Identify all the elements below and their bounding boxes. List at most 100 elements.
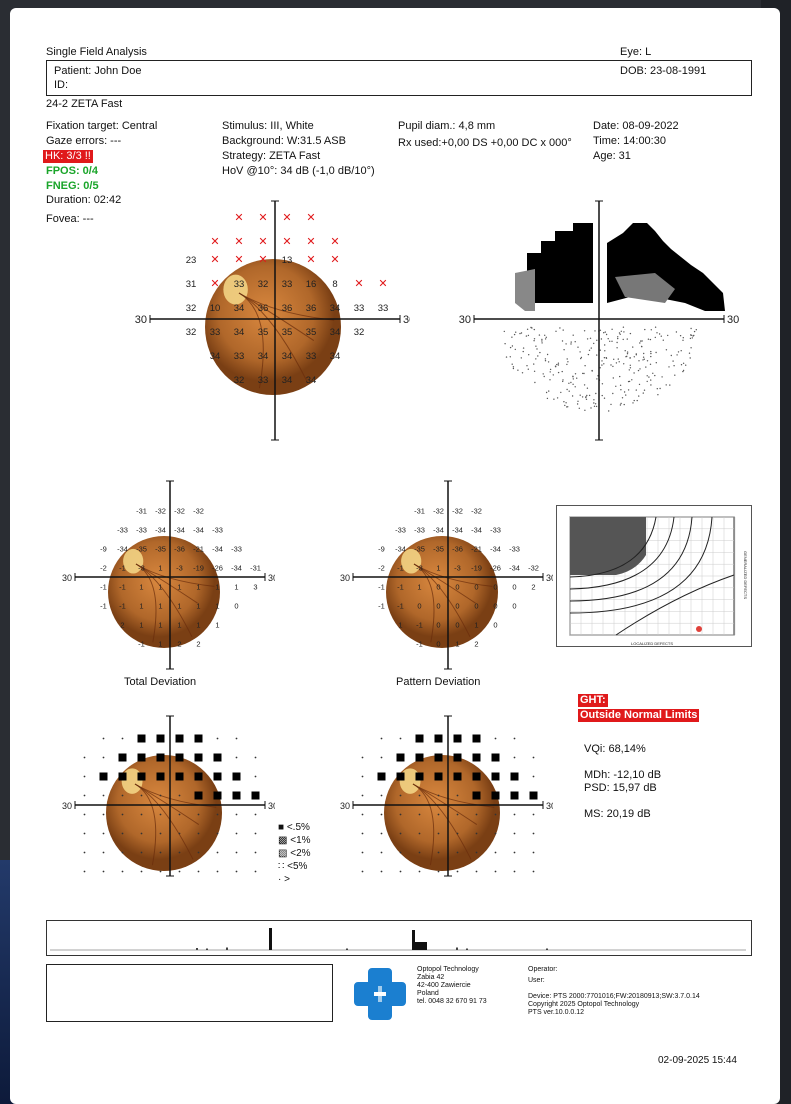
deviation-value: -1 <box>416 621 423 630</box>
probability-dot <box>179 795 181 797</box>
hk-badge: HK: 3/3 !! <box>43 150 93 163</box>
deviation-value: -9 <box>378 545 385 554</box>
probability-dot <box>236 814 238 816</box>
gray-dot <box>506 356 507 357</box>
probability-dot <box>255 871 257 873</box>
sensitivity-value: 33 <box>234 279 245 290</box>
gray-dot <box>654 375 655 376</box>
gray-dot <box>622 397 623 398</box>
deviation-value: -34 <box>490 545 501 554</box>
deviation-value: 1 <box>417 583 421 592</box>
gray-dot <box>618 358 619 359</box>
sensitivity-value: 33 <box>378 303 389 314</box>
gray-dot <box>619 332 620 333</box>
probability-dot <box>400 871 402 873</box>
deviation-value: 1 <box>158 621 162 630</box>
age: Age: 31 <box>593 150 631 163</box>
sensitivity-value: 32 <box>186 327 197 338</box>
gray-dot <box>696 329 697 330</box>
gray-dot <box>576 378 577 379</box>
deviation-value: -32 <box>433 507 444 516</box>
optopol-logo-icon <box>352 966 408 1022</box>
gray-dot <box>620 389 621 390</box>
gray-dot <box>534 371 535 372</box>
deviation-value: -34 <box>117 545 128 554</box>
probability-dot <box>217 738 219 740</box>
probability-dot <box>495 814 497 816</box>
gray-dot <box>590 338 591 339</box>
probability-dot <box>217 814 219 816</box>
deviation-value: 3 <box>253 583 257 592</box>
probability-dot <box>419 814 421 816</box>
probability-dot <box>103 871 105 873</box>
probability-dot <box>495 738 497 740</box>
probability-dot <box>381 738 383 740</box>
gray-dot <box>548 361 549 362</box>
probability-dot <box>514 871 516 873</box>
gray-dot <box>572 376 573 377</box>
gray-dot <box>657 388 658 389</box>
gray-dot <box>672 360 673 361</box>
pattern-deviation-probability-plot: 3030 <box>328 710 553 880</box>
probability-dot <box>419 871 421 873</box>
deviation-value: -35 <box>136 545 147 554</box>
gray-dot <box>604 357 605 358</box>
gray-dot <box>515 349 516 350</box>
sensitivity-value: 8 <box>332 279 337 290</box>
deviation-value: -34 <box>452 526 463 535</box>
defect-region-mid <box>515 269 535 311</box>
gray-dot <box>572 384 573 385</box>
deviation-value: -3 <box>416 564 423 573</box>
probability-dot <box>198 871 200 873</box>
probability-dot <box>198 833 200 835</box>
deviation-value: -31 <box>136 507 147 516</box>
deviation-value: 2 <box>531 583 535 592</box>
probability-dot <box>419 852 421 854</box>
missed-point-marker: ✕ <box>330 254 339 266</box>
probability-dot <box>255 852 257 854</box>
gray-dot <box>575 341 576 342</box>
gray-dot <box>648 376 649 377</box>
gray-dot <box>573 335 574 336</box>
probability-square <box>473 754 481 762</box>
fpos: FPOS: 0/4 <box>46 165 98 178</box>
gray-dot <box>652 373 653 374</box>
deviation-value: -34 <box>509 564 520 573</box>
gray-dot <box>651 329 652 330</box>
gray-dot <box>641 346 642 347</box>
gray-dot <box>512 345 513 346</box>
gray-dot <box>589 395 590 396</box>
gray-dot <box>620 404 621 405</box>
spike-bar <box>415 942 427 950</box>
probability-square <box>473 773 481 781</box>
gray-dot <box>543 373 544 374</box>
probability-square <box>252 792 260 800</box>
gray-dot <box>601 364 602 365</box>
probability-square <box>157 773 165 781</box>
gray-dot <box>534 338 535 339</box>
patient-id: ID: <box>54 79 68 92</box>
deviation-value: -32 <box>452 507 463 516</box>
gray-dot <box>630 365 631 366</box>
gray-dot <box>661 376 662 377</box>
gray-dot <box>596 354 597 355</box>
deviation-value: -1 <box>119 602 126 611</box>
report-page: Single Field Analysis Eye: L Patient: Jo… <box>10 8 780 1104</box>
pattern-deviation-values-plot: 3030-31-32-32-32-33-33-34-34-34-33-9-34-… <box>328 473 553 673</box>
gray-dot <box>673 365 674 366</box>
probability-dot <box>103 738 105 740</box>
fneg: FNEG: 0/5 <box>46 180 99 193</box>
fixation-target: Fixation target: Central <box>46 120 157 133</box>
gray-dot <box>657 394 658 395</box>
probability-dot <box>84 833 86 835</box>
gray-dot <box>577 403 578 404</box>
gray-dot <box>678 351 679 352</box>
probability-dot <box>533 833 535 835</box>
deviation-value: -1 <box>397 583 404 592</box>
gray-dot <box>650 339 651 340</box>
gray-dot <box>522 372 523 373</box>
deviation-value: 0 <box>436 621 440 630</box>
probability-dot <box>362 871 364 873</box>
gray-dot <box>617 338 618 339</box>
deviation-value: 1 <box>158 602 162 611</box>
